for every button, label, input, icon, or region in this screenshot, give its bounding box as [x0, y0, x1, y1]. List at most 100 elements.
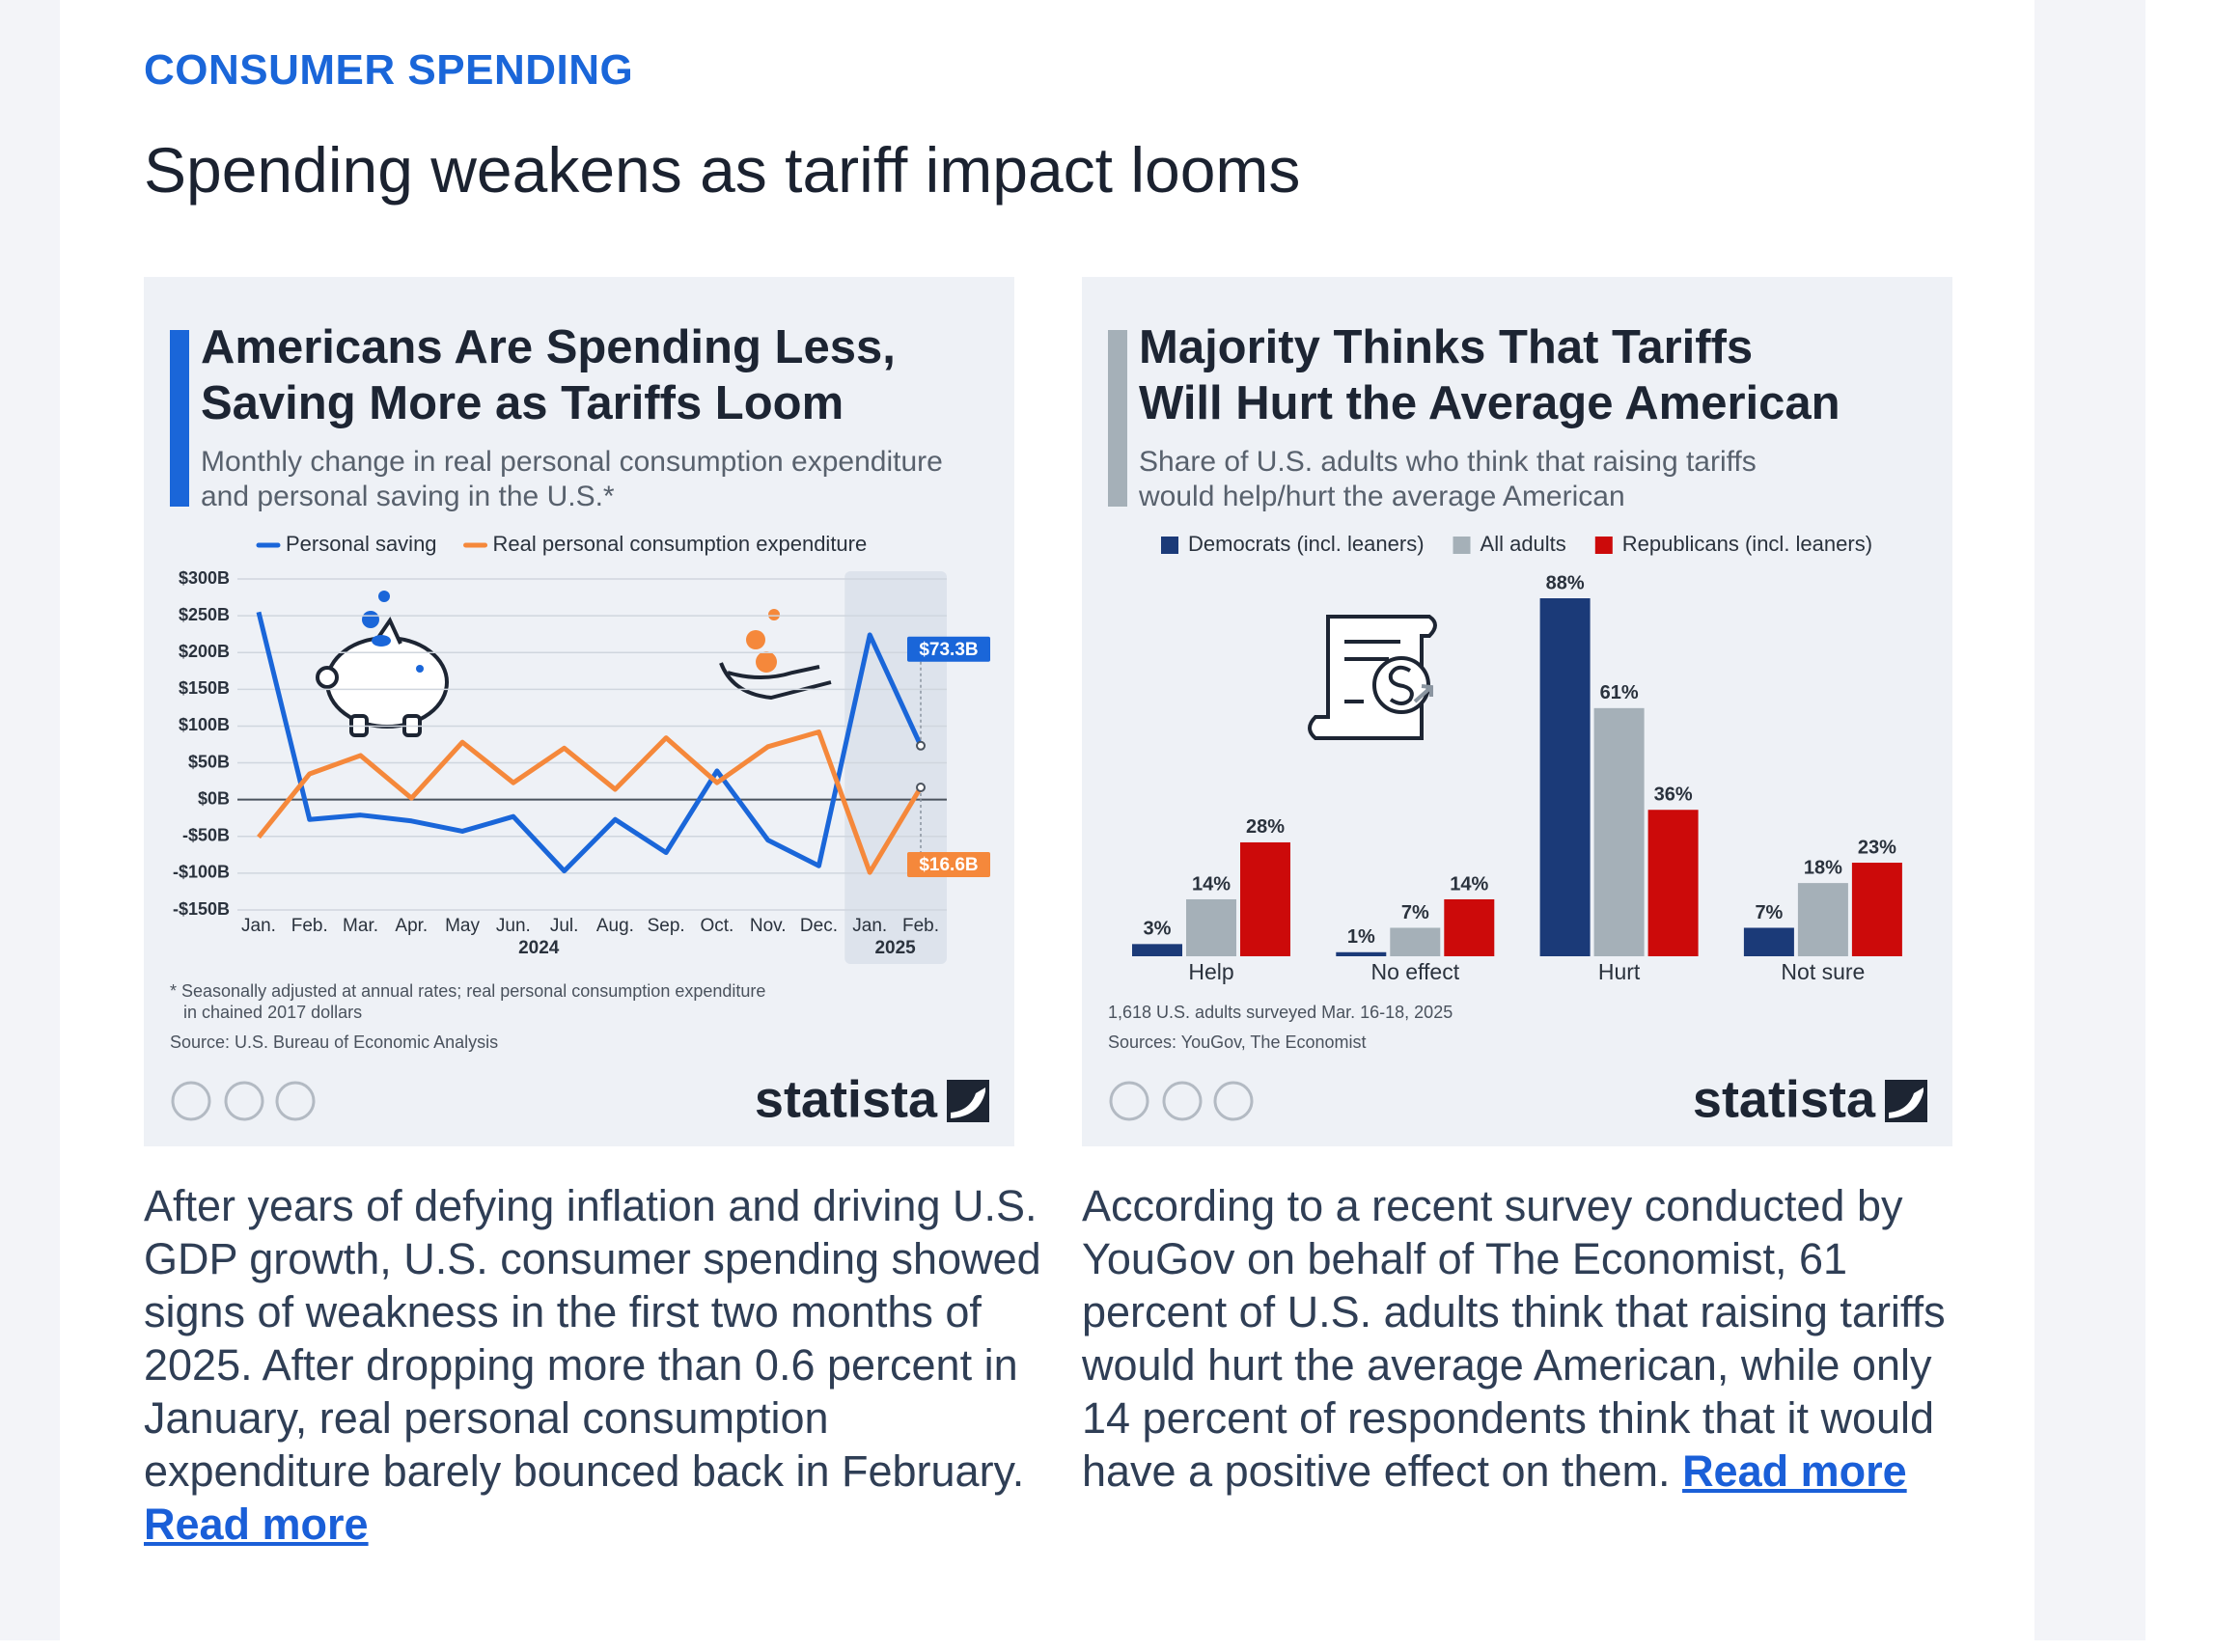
chart-card: Americans Are Spending Less,Saving More … [144, 277, 1014, 1146]
value-label: $73.3B [919, 640, 978, 660]
bar [1797, 883, 1848, 956]
bar [1851, 863, 1902, 956]
accent-bar [170, 330, 189, 507]
receipt-icon [1308, 615, 1437, 740]
value-label: 3% [1144, 919, 1172, 940]
bar [1647, 810, 1699, 956]
bar [1240, 841, 1290, 956]
article-body: According to a recent survey conducted b… [1082, 1181, 1946, 1496]
bar [1132, 944, 1182, 956]
x-tick-label: May [445, 916, 480, 936]
value-label: $16.6B [919, 855, 978, 875]
x-tick-label: Jan. [852, 916, 887, 936]
series-line [256, 611, 924, 874]
brand-logo-mark [1889, 1088, 1923, 1118]
value-label: 14% [1192, 873, 1231, 895]
legend-swatch [1594, 537, 1613, 554]
value-label: 7% [1401, 902, 1429, 923]
value-label: 23% [1858, 837, 1896, 858]
accent-bar [1108, 330, 1127, 507]
footnote: 1,618 U.S. adults surveyed Mar. 16-18, 2… [1108, 1003, 1453, 1022]
y-tick-label: $200B [179, 642, 230, 661]
legend-label: Democrats (incl. leaners) [1188, 532, 1425, 556]
article-text: After years of defying inflation and dri… [144, 1179, 1051, 1551]
read-more-link[interactable]: Read more [1682, 1446, 1907, 1496]
source: Sources: YouGov, The Economist [1108, 1032, 1367, 1052]
side-gutter [0, 0, 60, 1640]
y-tick-label: $100B [179, 715, 230, 734]
y-tick-label: $0B [198, 788, 230, 808]
y-tick-label: $50B [188, 752, 230, 771]
legend-swatch [1161, 537, 1178, 554]
x-tick-label: Apr. [395, 916, 428, 936]
highlight-band [844, 571, 947, 964]
x-group-label: 2024 [518, 938, 560, 958]
end-point [916, 783, 926, 793]
x-tick-label: Oct. [701, 916, 734, 936]
value-label-box [907, 852, 990, 878]
bar [1336, 951, 1387, 956]
x-tick-label: Feb. [902, 916, 939, 936]
series-line [257, 730, 924, 875]
chart-subtitle: Monthly change in real personal consumpt… [201, 446, 943, 478]
read-more-link[interactable]: Read more [144, 1500, 369, 1549]
category-label: Not sure [1781, 959, 1865, 984]
license-icon [275, 1081, 316, 1121]
chart-subtitle: would help/hurt the average American [1138, 481, 1625, 512]
chart-subtitle: Share of U.S. adults who think that rais… [1139, 446, 1757, 478]
legend-label: Personal saving [286, 532, 437, 556]
license-icon [1109, 1081, 1149, 1121]
side-gutter [2034, 0, 2145, 1640]
headline: Spending weakens as tariff impact looms [144, 134, 1301, 206]
x-tick-label: Sep. [648, 916, 685, 936]
legend-swatch [1453, 537, 1471, 554]
brand-name: statista [1693, 1070, 1876, 1128]
chart-title: Saving More as Tariffs Loom [201, 377, 844, 429]
footnote: in chained 2017 dollars [183, 1003, 362, 1022]
bar [1390, 927, 1441, 956]
x-tick-label: Dec. [800, 916, 838, 936]
article-body: After years of defying inflation and dri… [144, 1181, 1041, 1496]
y-tick-label: $300B [179, 568, 230, 588]
chart-subtitle: and personal saving in the U.S.* [201, 481, 615, 512]
bar [1743, 927, 1794, 956]
source: Source: U.S. Bureau of Economic Analysis [170, 1032, 498, 1052]
x-tick-label: Nov. [750, 916, 787, 936]
x-tick-label: Jun. [496, 916, 531, 936]
x-tick-label: Jul. [550, 916, 579, 936]
value-label: 88% [1546, 572, 1585, 593]
value-label: 36% [1654, 785, 1693, 806]
value-label: 61% [1600, 682, 1639, 703]
bar [1593, 707, 1645, 956]
category-label: Help [1188, 959, 1233, 984]
chart-title: Americans Are Spending Less, [201, 321, 896, 373]
article-text: According to a recent survey conducted b… [1082, 1179, 1989, 1498]
value-label: 1% [1347, 926, 1375, 948]
brand-name: statista [755, 1070, 938, 1128]
footnote: * Seasonally adjusted at annual rates; r… [170, 981, 765, 1001]
y-tick-label: -$150B [173, 899, 230, 919]
value-label: 14% [1450, 873, 1488, 895]
value-label: 28% [1246, 816, 1285, 838]
category-label: Hurt [1598, 959, 1641, 984]
license-icon [224, 1081, 264, 1121]
y-tick-label: -$50B [182, 826, 230, 845]
chart-title: Will Hurt the Average American [1139, 377, 1840, 429]
license-icon [171, 1081, 211, 1121]
legend-label: Real personal consumption expenditure [493, 532, 868, 556]
chart-title: Majority Thinks That Tariffs [1139, 321, 1753, 373]
y-tick-label: -$100B [173, 863, 230, 882]
value-label: 18% [1804, 857, 1842, 878]
chart-background [1082, 277, 1952, 1146]
license-icon [1213, 1081, 1254, 1121]
x-group-label: 2025 [874, 938, 916, 958]
legend-label: Republicans (incl. leaners) [1622, 532, 1872, 556]
y-tick-label: $150B [179, 678, 230, 698]
bar [1186, 898, 1236, 956]
value-label: 7% [1755, 902, 1783, 923]
x-tick-label: Jan. [241, 916, 276, 936]
bar [1539, 598, 1591, 956]
